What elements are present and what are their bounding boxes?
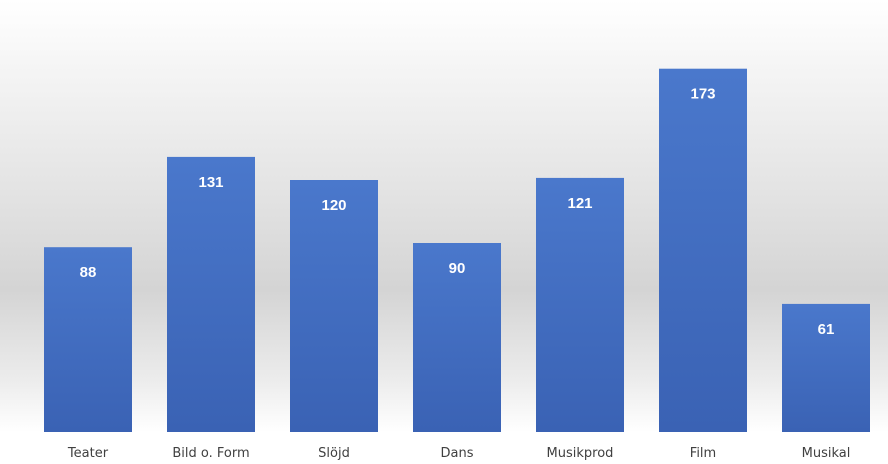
category-label-bild-o-form: Bild o. Form (172, 446, 249, 461)
value-labels-layer: 88 131 120 90 121 173 61 (80, 86, 835, 338)
data-label-sl-jd: 120 (321, 197, 346, 214)
data-label-bild-o-form: 131 (198, 174, 223, 191)
data-label-dans: 90 (449, 260, 466, 277)
data-label-film: 173 (690, 86, 715, 103)
data-label-musikal: 61 (818, 321, 835, 338)
bar-film (659, 68, 747, 432)
bar-musikal (782, 303, 870, 432)
bar-musikprod (536, 177, 624, 432)
category-label-teater: Teater (67, 446, 109, 461)
bar-sl-jd (290, 180, 378, 432)
data-label-teater: 88 (80, 264, 97, 281)
category-label-musikal: Musikal (802, 446, 851, 461)
bars-layer (44, 68, 870, 432)
bar-teater (44, 247, 132, 432)
category-labels-layer: Teater Bild o. Form Slöjd Dans Musikprod Film… (67, 446, 850, 461)
category-label-dans: Dans (441, 446, 474, 461)
data-label-musikprod: 121 (567, 195, 592, 212)
category-label-sl-jd: Slöjd (318, 446, 350, 461)
bar-bild-o-form (167, 156, 255, 432)
category-label-musikprod: Musikprod (547, 446, 614, 461)
bar-dans (413, 243, 501, 432)
category-label-film: Film (690, 446, 716, 461)
